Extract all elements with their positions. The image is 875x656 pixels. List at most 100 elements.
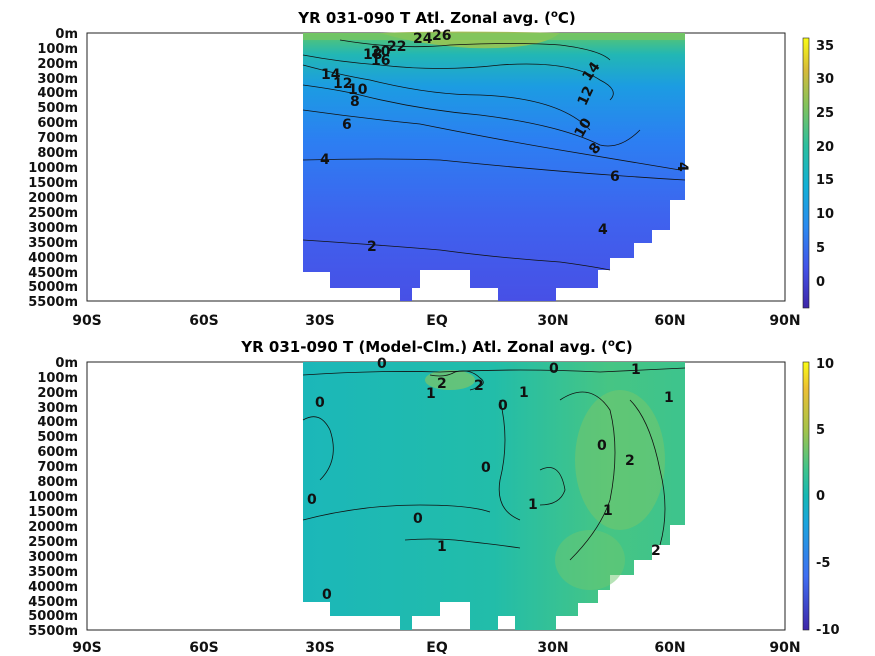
contour-labels-bottom: 0 1 2 2 0 1 0 1 0 0 0 0 2 1 0 1 1 1 2 0 xyxy=(307,356,674,603)
contour-label: 1 xyxy=(519,385,529,401)
contours-top xyxy=(302,39,686,271)
contour-label: 0 xyxy=(549,361,559,377)
colorbar-tick-label: 20 xyxy=(816,140,834,155)
y-tick-label: 800m xyxy=(37,475,78,490)
y-ticks-bottom: 0m 100m 200m 300m 400m 500m 600m 700m 80… xyxy=(28,356,78,639)
x-tick-label: 30S xyxy=(305,313,335,329)
x-tick-label: 90N xyxy=(769,640,800,656)
colorbar-tick-label: -5 xyxy=(816,556,830,571)
contour-label: 12 xyxy=(575,84,598,108)
y-tick-label: 500m xyxy=(37,430,78,445)
colorbar-top: 35 30 25 20 15 10 5 0 xyxy=(802,37,834,309)
contour-label: 0 xyxy=(322,587,332,603)
y-tick-label: 200m xyxy=(37,386,78,401)
y-tick-label: 3000m xyxy=(28,221,78,236)
y-tick-label: 4500m xyxy=(28,595,78,610)
contour-label: 1 xyxy=(631,362,641,378)
x-tick-label: 30N xyxy=(537,313,568,329)
contours-bottom xyxy=(302,367,686,561)
y-tick-label: 2000m xyxy=(28,520,78,535)
colorbar-tick-label: 5 xyxy=(816,423,825,438)
colorbar-scale xyxy=(802,361,810,631)
contour-label: 1 xyxy=(426,386,436,402)
contour-label: 24 xyxy=(413,31,433,47)
field-bottom xyxy=(303,362,685,630)
y-tick-label: 5500m xyxy=(28,295,78,310)
contour-label: 0 xyxy=(315,395,325,411)
x-tick-label: EQ xyxy=(426,313,448,329)
y-tick-label: 4500m xyxy=(28,266,78,281)
y-tick-label: 1500m xyxy=(28,505,78,520)
contour-label: 12 xyxy=(333,76,352,92)
x-tick-label: 60N xyxy=(654,313,685,329)
y-tick-label: 3000m xyxy=(28,550,78,565)
y-tick-label: 5000m xyxy=(28,280,78,295)
x-tick-label: 90S xyxy=(72,640,102,656)
colorbar-tick-label: 0 xyxy=(816,489,825,504)
colorbar-tick-label: 15 xyxy=(816,173,834,188)
y-tick-label: 5500m xyxy=(28,624,78,639)
contour-label: 2 xyxy=(474,378,484,394)
colorbar-tick-label: 35 xyxy=(816,39,834,54)
contour-label: 2 xyxy=(651,543,661,559)
y-tick-label: 700m xyxy=(37,131,78,146)
y-tick-label: 600m xyxy=(37,445,78,460)
y-tick-label: 100m xyxy=(37,42,78,57)
contour-labels-top: 26 24 22 20 18 16 14 12 10 8 6 4 2 14 12… xyxy=(320,28,690,255)
contour-label: 22 xyxy=(387,39,406,55)
colorbar-tick-label: -10 xyxy=(816,623,840,638)
colorbar-tick-label: 30 xyxy=(816,72,834,87)
y-tick-label: 300m xyxy=(37,401,78,416)
y-tick-label: 700m xyxy=(37,460,78,475)
y-tick-label: 1000m xyxy=(28,161,78,176)
colorbar-bottom: 10 5 0 -5 -10 xyxy=(802,357,840,638)
y-tick-label: 400m xyxy=(37,86,78,101)
x-ticks-top: 90S 60S 30S EQ 30N 60N 90N xyxy=(72,313,800,329)
y-tick-label: 3500m xyxy=(28,565,78,580)
contour-label: 4 xyxy=(598,222,608,238)
colorbar-tick-label: 25 xyxy=(816,106,834,121)
x-tick-label: 30S xyxy=(305,640,335,656)
x-tick-label: 60N xyxy=(654,640,685,656)
contour-label: 26 xyxy=(432,28,451,44)
y-tick-label: 1000m xyxy=(28,490,78,505)
field-top xyxy=(303,31,685,301)
y-tick-label: 300m xyxy=(37,72,78,87)
y-tick-label: 3500m xyxy=(28,236,78,251)
contour-label: 2 xyxy=(367,239,377,255)
y-tick-label: 1500m xyxy=(28,176,78,191)
y-tick-label: 2500m xyxy=(28,535,78,550)
contour-label: 10 xyxy=(348,82,368,98)
y-tick-label: 200m xyxy=(37,57,78,72)
contour-label: 0 xyxy=(498,398,508,414)
contour-label: 14 xyxy=(321,67,341,83)
contour-label: 0 xyxy=(481,460,491,476)
y-tick-label: 2000m xyxy=(28,191,78,206)
x-tick-label: 30N xyxy=(537,640,568,656)
contour-label: 18 xyxy=(363,47,382,63)
x-tick-label: 60S xyxy=(189,313,219,329)
contour-label: 6 xyxy=(610,169,620,185)
contour-label: 2 xyxy=(437,376,447,392)
y-tick-label: 5000m xyxy=(28,609,78,624)
contour-label: 1 xyxy=(664,390,674,406)
y-tick-label: 500m xyxy=(37,101,78,116)
y-tick-label: 0m xyxy=(55,356,78,371)
colorbar-tick-label: 10 xyxy=(816,207,834,222)
y-ticks-top: 0m 100m 200m 300m 400m 500m 600m 700m 80… xyxy=(28,27,78,310)
contour-label: 1 xyxy=(528,497,538,513)
x-tick-label: 90N xyxy=(769,313,800,329)
y-tick-label: 0m xyxy=(55,27,78,42)
x-ticks-bottom: 90S 60S 30S EQ 30N 60N 90N xyxy=(72,640,800,656)
contour-label: 2 xyxy=(625,453,635,469)
panel-bottom: YR 031-090 T (Model-Clm.) Atl. Zonal avg… xyxy=(28,338,839,656)
x-tick-label: 60S xyxy=(189,640,219,656)
y-tick-label: 100m xyxy=(37,371,78,386)
y-tick-label: 800m xyxy=(37,146,78,161)
contour-label: 20 xyxy=(371,44,391,60)
colorbar-scale xyxy=(802,37,810,309)
x-tick-label: EQ xyxy=(426,640,448,656)
y-tick-label: 2500m xyxy=(28,206,78,221)
y-tick-label: 4000m xyxy=(28,580,78,595)
contour-label: 0 xyxy=(597,438,607,454)
